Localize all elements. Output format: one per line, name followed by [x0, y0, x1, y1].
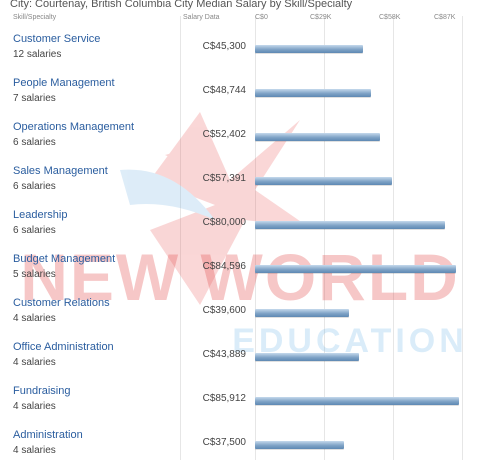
- data-label: C$80,000: [202, 217, 246, 228]
- salary-count: 6 salaries: [13, 225, 56, 236]
- skill-link[interactable]: Office Administration: [13, 341, 114, 353]
- skill-link[interactable]: Customer Relations: [13, 297, 110, 309]
- bar[interactable]: [255, 221, 446, 229]
- gridline: [462, 16, 463, 460]
- skill-link[interactable]: Operations Management: [13, 121, 135, 133]
- chart-row: Leadership 6 salaries C$80,000: [0, 209, 480, 253]
- salary-count: 4 salaries: [13, 313, 56, 324]
- gridline: [324, 16, 325, 460]
- data-label: C$37,500: [202, 437, 246, 448]
- skill-link[interactable]: Administration: [13, 429, 83, 441]
- data-label: C$39,600: [202, 305, 246, 316]
- gridline: [255, 16, 256, 460]
- salary-column-header: Salary Data: [183, 14, 220, 21]
- salary-count: 6 salaries: [13, 181, 56, 192]
- salary-count: 12 salaries: [13, 49, 62, 60]
- bar[interactable]: [255, 397, 460, 405]
- salary-count: 4 salaries: [13, 401, 56, 412]
- salary-count: 5 salaries: [13, 269, 56, 280]
- chart-row: Operations Management 6 salaries C$52,402: [0, 121, 480, 165]
- bar[interactable]: [255, 89, 371, 97]
- skill-link[interactable]: Leadership: [13, 209, 68, 221]
- bar[interactable]: [255, 177, 392, 185]
- skill-link[interactable]: Sales Management: [13, 165, 108, 177]
- chart-row: Sales Management 6 salaries C$57,391: [0, 165, 480, 209]
- skill-link[interactable]: Fundraising: [13, 385, 71, 397]
- chart-row: People Management 7 salaries C$48,744: [0, 77, 480, 121]
- data-label: C$57,391: [202, 173, 246, 184]
- chart-row: Fundraising 4 salaries C$85,912: [0, 385, 480, 429]
- chart-row: Budget Management 5 salaries C$84,596: [0, 253, 480, 297]
- chart-row: Office Administration 4 salaries C$43,889: [0, 341, 480, 385]
- salary-count: 7 salaries: [13, 93, 56, 104]
- bar[interactable]: [255, 45, 363, 53]
- gridline: [393, 16, 394, 460]
- bar[interactable]: [255, 441, 345, 449]
- skill-link[interactable]: Budget Management: [13, 253, 116, 265]
- chart-row: Customer Relations 4 salaries C$39,600: [0, 297, 480, 341]
- skill-link[interactable]: People Management: [13, 77, 115, 89]
- data-label: C$84,596: [202, 261, 246, 272]
- skill-link[interactable]: Customer Service: [13, 33, 101, 45]
- data-label: C$85,912: [202, 393, 246, 404]
- chart-row: Customer Service 12 salaries C$45,300: [0, 33, 480, 77]
- bar[interactable]: [255, 353, 360, 361]
- bar[interactable]: [255, 265, 457, 273]
- data-label: C$48,744: [202, 85, 246, 96]
- chart-title: City: Courtenay, British Columbia City M…: [10, 0, 353, 10]
- data-label: C$43,889: [202, 349, 246, 360]
- x-tick-label: C$87K: [434, 14, 456, 21]
- salary-count: 6 salaries: [13, 137, 56, 148]
- bar[interactable]: [255, 309, 350, 317]
- x-tick-label: C$29K: [310, 14, 332, 21]
- bar[interactable]: [255, 133, 380, 141]
- skill-column-header: Skill/Specialty: [13, 14, 57, 21]
- data-label: C$52,402: [202, 129, 246, 140]
- data-label: C$45,300: [202, 41, 246, 52]
- salary-count: 4 salaries: [13, 357, 56, 368]
- column-divider: [180, 16, 181, 460]
- x-tick-label: C$0: [255, 14, 268, 21]
- chart-row: Administration 4 salaries C$37,500: [0, 429, 480, 473]
- x-tick-label: C$58K: [379, 14, 401, 21]
- salary-count: 4 salaries: [13, 445, 56, 456]
